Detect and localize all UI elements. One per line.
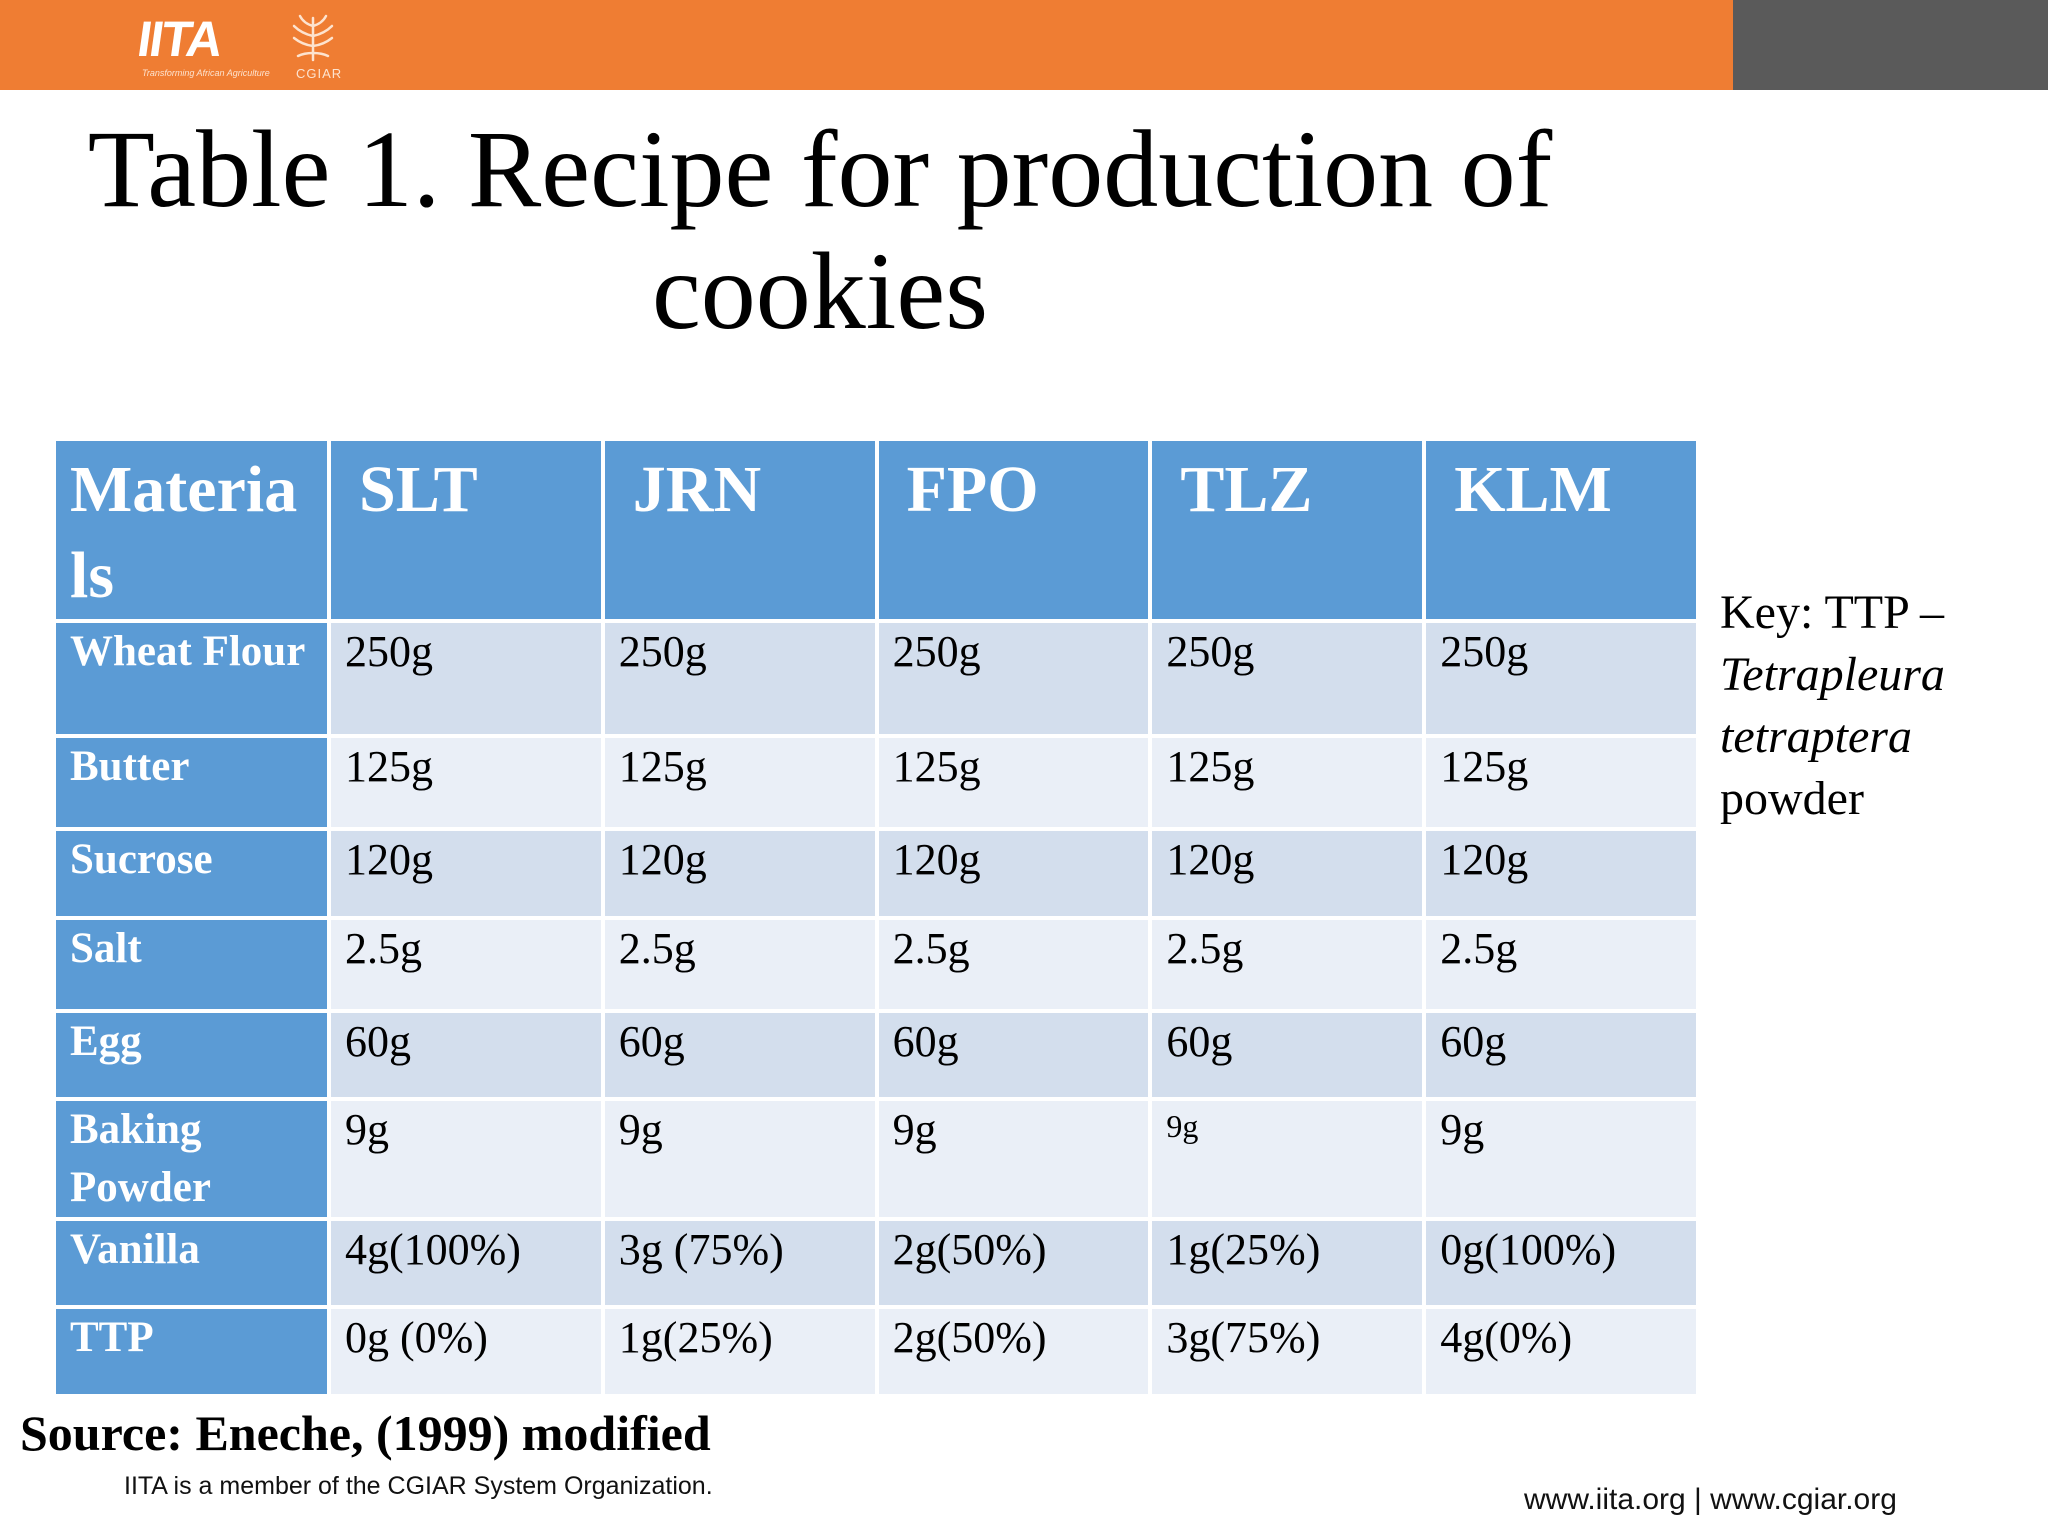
table-row: Baking Powder 9g 9g 9g 9g 9g — [52, 1097, 1700, 1221]
cgiar-wheat-icon — [292, 14, 334, 62]
cell: 125g — [327, 734, 605, 831]
table-row: Butter 125g 125g 125g 125g 125g — [52, 734, 1700, 831]
cell: 120g — [600, 827, 879, 920]
header-gray-block — [1733, 0, 2048, 90]
row-label-vanilla: Vanilla — [52, 1217, 331, 1309]
cell: 250g — [1148, 619, 1427, 738]
cell: 125g — [600, 734, 879, 831]
row-label-baking-powder: Baking Powder — [52, 1097, 331, 1221]
footer-websites: www.iita.org | www.cgiar.org — [1524, 1483, 1897, 1516]
row-label-wheat-flour: Wheat Flour — [52, 619, 331, 738]
table-row: Egg 60g 60g 60g 60g 60g — [52, 1009, 1700, 1101]
cell: 9g — [600, 1097, 879, 1221]
col-header-tlz: TLZ — [1148, 437, 1427, 623]
cell: 2g(50%) — [874, 1217, 1153, 1309]
row-label-egg: Egg — [52, 1009, 331, 1101]
table-row: Salt 2.5g 2.5g 2.5g 2.5g 2.5g — [52, 916, 1700, 1013]
slide-title: Table 1. Recipe for production of cookie… — [0, 108, 1640, 352]
table-row: Vanilla 4g(100%) 3g (75%) 2g(50%) 1g(25%… — [52, 1217, 1700, 1309]
key-species-line-1: Tetrapleura — [1720, 648, 1945, 701]
cell: 9g — [874, 1097, 1153, 1221]
recipe-table: Materia ls SLT JRN FPO TLZ KLM Wheat Flo… — [52, 437, 1700, 1398]
title-line-2: cookies — [651, 230, 988, 352]
cell: 2.5g — [874, 916, 1153, 1013]
cell: 60g — [600, 1009, 879, 1101]
cell: 60g — [1422, 1009, 1700, 1101]
cell: 9g — [1422, 1097, 1700, 1221]
row-label-salt: Salt — [52, 916, 331, 1013]
logo-text: IITA — [134, 11, 225, 67]
cell: 0g(100%) — [1422, 1217, 1700, 1309]
cell: 60g — [327, 1009, 605, 1101]
row-label-ttp: TTP — [52, 1305, 331, 1398]
cell: 2.5g — [1148, 916, 1427, 1013]
cell: 250g — [327, 619, 605, 738]
cell: 60g — [874, 1009, 1153, 1101]
cell: 2.5g — [1422, 916, 1700, 1013]
cell: 4g(100%) — [327, 1217, 605, 1309]
cell: 3g (75%) — [600, 1217, 879, 1309]
title-line-1: Table 1. Recipe for production of — [87, 108, 1553, 230]
cell: 2.5g — [327, 916, 605, 1013]
cell: 125g — [1422, 734, 1700, 831]
cell: 1g(25%) — [600, 1305, 879, 1398]
cell: 125g — [1148, 734, 1427, 831]
cell: 120g — [874, 827, 1153, 920]
row-label-butter: Butter — [52, 734, 331, 831]
cell: 1g(25%) — [1148, 1217, 1427, 1309]
cell: 120g — [327, 827, 605, 920]
header-bar — [0, 0, 1733, 90]
cell: 250g — [874, 619, 1153, 738]
key-suffix: powder — [1720, 772, 1864, 825]
cell: 0g (0%) — [327, 1305, 605, 1398]
row-label-sucrose: Sucrose — [52, 827, 331, 920]
col-header-fpo: FPO — [874, 437, 1153, 623]
col-header-slt: SLT — [327, 437, 605, 623]
key-note: Key: TTP – Tetrapleura tetraptera powder — [1720, 582, 2020, 830]
cell: 125g — [874, 734, 1153, 831]
cell: 250g — [600, 619, 879, 738]
cell: 4g(0%) — [1422, 1305, 1700, 1398]
footer-membership: IITA is a member of the CGIAR System Org… — [124, 1472, 713, 1500]
cgiar-text: CGIAR — [296, 66, 343, 81]
key-species-line-2: tetraptera — [1720, 710, 1912, 763]
col-header-jrn: JRN — [600, 437, 879, 623]
cell: 250g — [1422, 619, 1700, 738]
cell: 9g — [327, 1097, 605, 1221]
cell: 120g — [1422, 827, 1700, 920]
cell: 3g(75%) — [1148, 1305, 1427, 1398]
col-header-materials: Materia ls — [52, 437, 331, 623]
table-row: Sucrose 120g 120g 120g 120g 120g — [52, 827, 1700, 920]
col-header-klm: KLM — [1422, 437, 1700, 623]
key-prefix: Key: TTP – — [1720, 586, 1944, 639]
iita-logo: IITA Transforming African Agriculture CG… — [134, 8, 358, 84]
logo-tagline: Transforming African Agriculture — [142, 68, 270, 78]
source-citation: Source: Eneche, (1999) modified — [20, 1405, 711, 1461]
cell: 2g(50%) — [874, 1305, 1153, 1398]
table-row: TTP 0g (0%) 1g(25%) 2g(50%) 3g(75%) 4g(0… — [52, 1305, 1700, 1398]
cell: 120g — [1148, 827, 1427, 920]
cell: 60g — [1148, 1009, 1427, 1101]
table-row: Wheat Flour 250g 250g 250g 250g 250g — [52, 619, 1700, 738]
cell: 2.5g — [600, 916, 879, 1013]
table-header-row: Materia ls SLT JRN FPO TLZ KLM — [52, 437, 1700, 623]
cell: 9g — [1148, 1097, 1427, 1221]
